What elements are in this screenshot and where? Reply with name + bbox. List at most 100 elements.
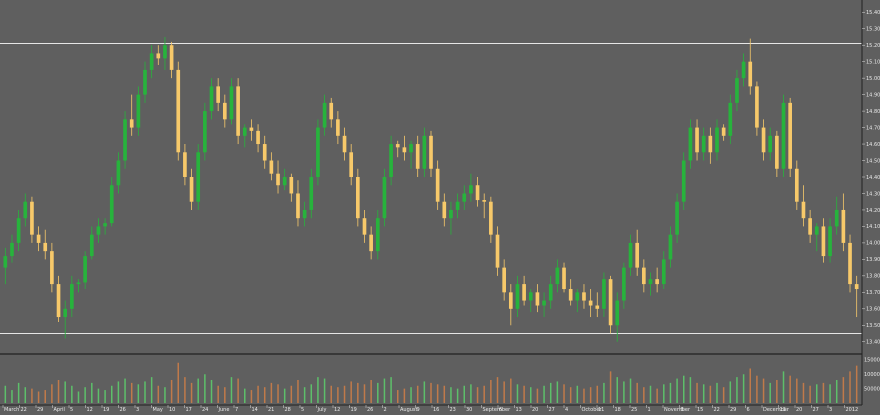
candle-body: [276, 173, 280, 186]
volume-bar: [503, 381, 505, 403]
candle: [608, 275, 613, 334]
volume-bar: [842, 377, 845, 403]
candle: [455, 193, 460, 219]
candle: [249, 119, 254, 141]
volume-bar: [649, 385, 652, 403]
candle: [701, 127, 706, 161]
candle-body: [495, 234, 500, 268]
candle: [3, 247, 8, 285]
volume-bar: [530, 387, 532, 403]
price-tick-label: 14.40: [866, 175, 880, 181]
time-tick-label: 26: [120, 407, 126, 413]
price-tick-label: 13.60: [866, 307, 880, 313]
candle-body: [109, 185, 114, 224]
candle-body: [661, 259, 666, 285]
volume-bar: [224, 387, 226, 403]
volume-bar: [576, 385, 579, 403]
candle: [548, 275, 553, 309]
volume-bar: [776, 380, 778, 403]
price-axis-ticks: 15.40 15.30 15.20 15.10 15.00 14.90 14.80 14.70…: [862, 10, 880, 346]
candle-body: [588, 300, 593, 306]
candle: [276, 160, 280, 194]
time-tick-label: 25: [631, 407, 637, 413]
time-tick-label: 5: [301, 407, 304, 413]
candle: [236, 78, 240, 145]
candle: [196, 144, 201, 210]
candle-body: [203, 111, 207, 153]
candle: [568, 279, 573, 306]
candle: [30, 196, 34, 243]
candle-body: [116, 160, 121, 186]
volume-bar: [829, 384, 831, 403]
candle: [109, 177, 114, 227]
candle-body: [502, 267, 506, 293]
volume-bar: [17, 382, 20, 403]
price-tick-label: 15.10: [866, 59, 880, 65]
volume-bar: [230, 377, 233, 403]
candle: [262, 135, 267, 169]
candle-body: [296, 193, 300, 219]
candle-body: [761, 127, 766, 153]
time-tick-label: 12: [334, 407, 340, 413]
price-tick-label: 13.50: [866, 323, 880, 329]
candle-body: [3, 256, 8, 268]
candle-body: [30, 201, 34, 235]
time-tick-label: 30: [466, 407, 472, 413]
candle: [143, 61, 147, 103]
candle: [89, 226, 94, 260]
candle: [755, 81, 759, 136]
candle-body: [103, 223, 107, 227]
candle-body: [622, 267, 626, 301]
volume-bar: [396, 390, 399, 403]
candle: [808, 209, 812, 243]
candle: [96, 218, 101, 243]
candle-body: [395, 144, 400, 148]
candle: [36, 226, 41, 252]
candle: [588, 289, 593, 318]
candle-body: [482, 200, 487, 202]
candle-body: [149, 53, 154, 70]
candle: [103, 218, 107, 235]
candle: [708, 127, 713, 164]
volume-bar: [762, 378, 765, 403]
volume-bar: [756, 375, 758, 403]
candle-body: [449, 209, 453, 219]
candle: [282, 168, 287, 191]
candle: [595, 292, 600, 318]
candle-body: [721, 127, 726, 136]
candle-body: [63, 308, 68, 318]
volume-bar: [244, 388, 246, 403]
time-tick-label: August: [400, 407, 418, 413]
time-axis-ticks: March 22 29 April 5 12 19 26 3 May 10 17 24 June 7 14 21…: [2, 405, 858, 413]
price-tick-label: 14.30: [866, 191, 880, 197]
time-tick-label: 28: [285, 407, 291, 413]
volume-bar: [510, 378, 512, 403]
candle-body: [309, 177, 314, 210]
candle: [329, 97, 334, 128]
candle-body: [701, 135, 706, 153]
volume-bar: [124, 378, 126, 403]
volume-bar: [669, 382, 672, 403]
candle: [768, 127, 773, 161]
candle-body: [422, 135, 427, 169]
candle-body: [508, 292, 513, 309]
candle: [615, 292, 620, 342]
candle: [129, 94, 134, 136]
volume-bar: [849, 371, 851, 403]
candle: [761, 119, 766, 161]
candle-body: [755, 86, 759, 128]
candle: [336, 111, 340, 145]
candle-body: [675, 201, 679, 235]
candle-body: [209, 86, 214, 112]
time-tick-label: 29: [730, 407, 736, 413]
time-tick-label: September: [483, 407, 512, 413]
price-axis-panel: [862, 0, 880, 415]
time-tick-label: June: [218, 407, 230, 413]
candle: [821, 218, 826, 263]
candle: [575, 289, 580, 313]
candle: [289, 173, 294, 202]
volume-bar: [656, 388, 658, 403]
volume-bar: [137, 384, 140, 403]
candle-body: [176, 69, 181, 153]
